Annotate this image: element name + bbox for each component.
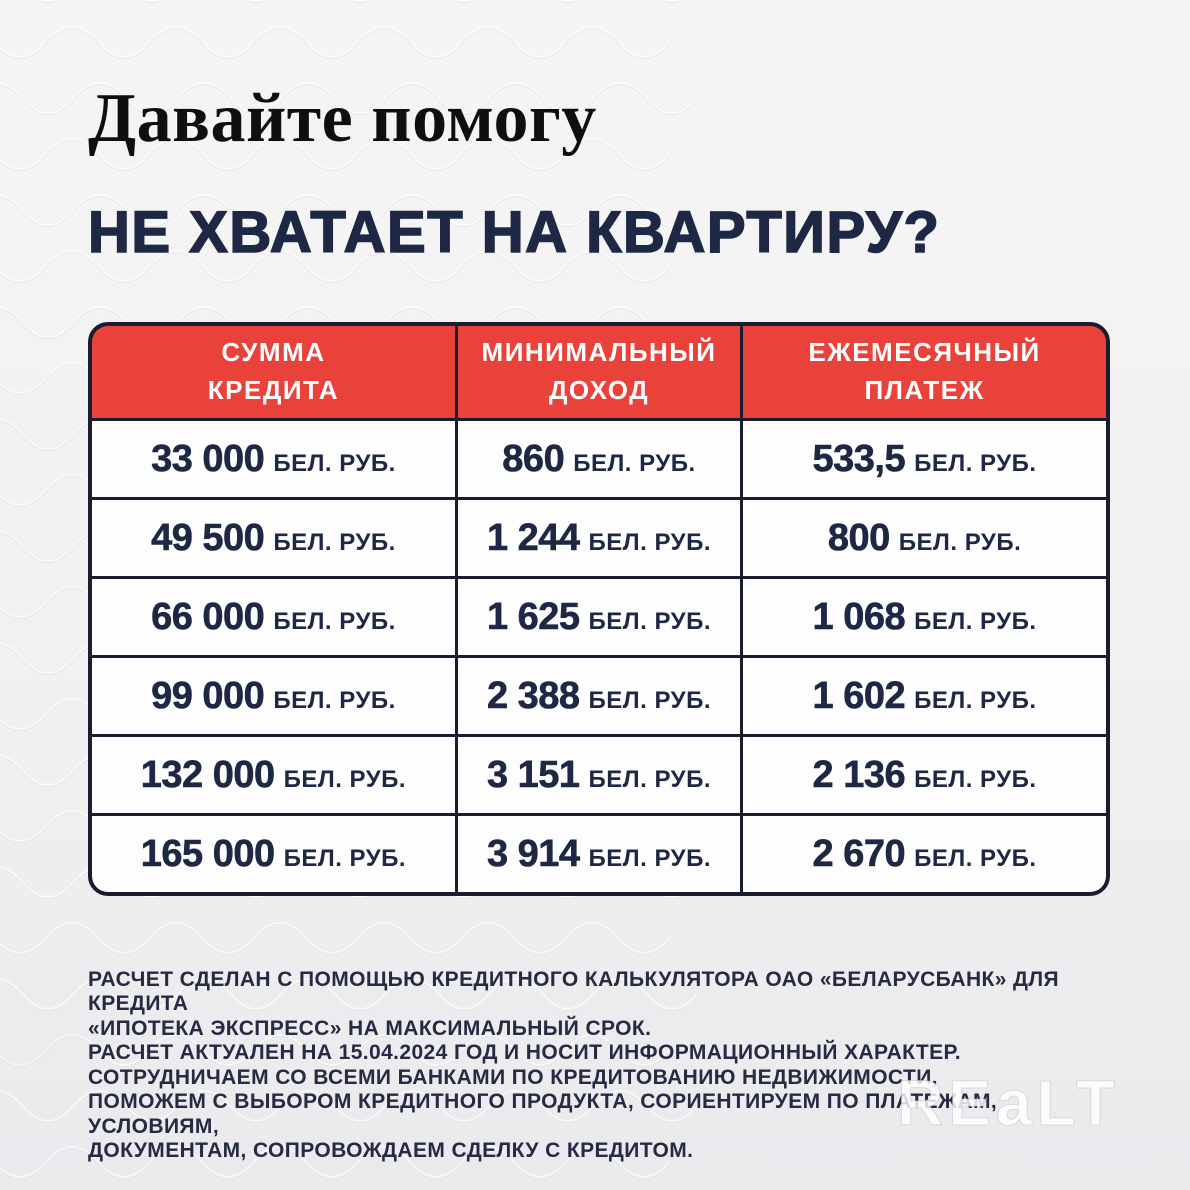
- table-cell-payment-row5: 2 136 БЕЛ. РУБ.: [743, 736, 1106, 813]
- income-value: 3 151: [486, 753, 581, 796]
- disclaimer-line: РАСЧЕТ АКТУАЛЕН НА 15.04.2024 ГОД И НОСИ…: [88, 1041, 962, 1064]
- table-cell-payment-row3: 1 068 БЕЛ. РУБ.: [743, 578, 1106, 655]
- table-cell-credit-row1: 33 000 БЕЛ. РУБ.: [92, 420, 455, 497]
- page-title: Давайте помогу: [88, 80, 597, 157]
- currency-unit-label: БЕЛ. РУБ.: [273, 449, 396, 477]
- table-cell-income-row6: 3 914 БЕЛ. РУБ.: [457, 815, 741, 892]
- income-value: 860: [502, 437, 565, 480]
- table-cell-income-row5: 3 151 БЕЛ. РУБ.: [457, 736, 741, 813]
- credit-amount-value: 165 000: [140, 832, 275, 875]
- column-header-credit-sum: СУММА КРЕДИТА: [92, 325, 455, 418]
- credit-amount-value: 132 000: [140, 753, 275, 796]
- income-value: 1 625: [486, 595, 581, 638]
- income-value: 3 914: [486, 832, 581, 875]
- credit-table: СУММА КРЕДИТА МИНИМАЛЬНЫЙ ДОХОД ЕЖЕМЕСЯЧ…: [88, 321, 1110, 896]
- currency-unit-label: БЕЛ. РУБ.: [588, 686, 712, 714]
- currency-unit-label: БЕЛ. РУБ.: [588, 844, 712, 872]
- column-header-min-income: МИНИМАЛЬНЫЙ ДОХОД: [457, 325, 741, 418]
- payment-value: 533,5: [812, 437, 906, 480]
- credit-amount-value: 49 500: [151, 516, 265, 559]
- income-value: 1 244: [486, 516, 581, 559]
- disclaimer-line: РАСЧЕТ СДЕЛАН С ПОМОЩЬЮ КРЕДИТНОГО КАЛЬК…: [88, 967, 1060, 1016]
- payment-value: 2 136: [812, 753, 906, 796]
- disclaimer-line: ПОМОЖЕМ С ВЫБОРОМ КРЕДИТНОГО ПРОДУКТА, С…: [88, 1090, 998, 1138]
- table-cell-credit-row5: 132 000 БЕЛ. РУБ.: [92, 736, 455, 813]
- currency-unit-label: БЕЛ. РУБ.: [914, 449, 1037, 477]
- table-cell-income-row4: 2 388 БЕЛ. РУБ.: [457, 657, 741, 734]
- currency-unit-label: БЕЛ. РУБ.: [588, 528, 712, 556]
- table-cell-payment-row4: 1 602 БЕЛ. РУБ.: [743, 657, 1106, 734]
- currency-unit-label: БЕЛ. РУБ.: [914, 607, 1037, 635]
- currency-unit-label: БЕЛ. РУБ.: [588, 607, 712, 635]
- currency-unit-label: БЕЛ. РУБ.: [588, 765, 712, 793]
- disclaimer-text: РАСЧЕТ СДЕЛАН С ПОМОЩЬЮ КРЕДИТНОГО КАЛЬК…: [88, 968, 1098, 1164]
- income-value: 2 388: [486, 674, 581, 717]
- credit-amount-value: 33 000: [151, 437, 265, 480]
- table-cell-credit-row4: 99 000 БЕЛ. РУБ.: [92, 657, 455, 734]
- currency-unit-label: БЕЛ. РУБ.: [283, 844, 407, 872]
- payment-value: 1 602: [812, 674, 906, 717]
- currency-unit-label: БЕЛ. РУБ.: [898, 528, 1022, 556]
- currency-unit-label: БЕЛ. РУБ.: [914, 844, 1037, 872]
- credit-amount-value: 66 000: [151, 595, 265, 638]
- currency-unit-label: БЕЛ. РУБ.: [283, 765, 407, 793]
- table-cell-credit-row6: 165 000 БЕЛ. РУБ.: [92, 815, 455, 892]
- table-cell-payment-row1: 533,5 БЕЛ. РУБ.: [743, 420, 1106, 497]
- payment-value: 800: [827, 516, 891, 559]
- currency-unit-label: БЕЛ. РУБ.: [914, 765, 1037, 793]
- table-cell-credit-row3: 66 000 БЕЛ. РУБ.: [92, 578, 455, 655]
- column-header-monthly-payment: ЕЖЕМЕСЯЧНЫЙ ПЛАТЕЖ: [743, 325, 1106, 418]
- currency-unit-label: БЕЛ. РУБ.: [273, 528, 396, 556]
- credit-amount-value: 99 000: [151, 674, 265, 717]
- currency-unit-label: БЕЛ. РУБ.: [273, 686, 396, 714]
- table-cell-income-row2: 1 244 БЕЛ. РУБ.: [457, 499, 741, 576]
- realt-logo-watermark: REaLT: [897, 1067, 1120, 1140]
- table-cell-income-row1: 860 БЕЛ. РУБ.: [457, 420, 741, 497]
- table-cell-payment-row2: 800 БЕЛ. РУБ.: [743, 499, 1106, 576]
- disclaimer-line: «ИПОТЕКА ЭКСПРЕСС» НА МАКСИМАЛЬНЫЙ СРОК.: [88, 1016, 652, 1040]
- page-subtitle: НЕ ХВАТАЕТ НА КВАРТИРУ?: [87, 199, 941, 265]
- payment-value: 1 068: [812, 595, 906, 638]
- disclaimer-line: СОТРУДНИЧАЕМ СО ВСЕМИ БАНКАМИ ПО КРЕДИТО…: [88, 1065, 938, 1089]
- currency-unit-label: БЕЛ. РУБ.: [273, 607, 396, 635]
- payment-value: 2 670: [812, 832, 906, 875]
- disclaimer-line: ДОКУМЕНТАМ, СОПРОВОЖДАЕМ СДЕЛКУ С КРЕДИТ…: [88, 1139, 694, 1162]
- currency-unit-label: БЕЛ. РУБ.: [573, 449, 696, 477]
- table-cell-income-row3: 1 625 БЕЛ. РУБ.: [457, 578, 741, 655]
- table-cell-credit-row2: 49 500 БЕЛ. РУБ.: [92, 499, 455, 576]
- currency-unit-label: БЕЛ. РУБ.: [914, 686, 1037, 714]
- table-cell-payment-row6: 2 670 БЕЛ. РУБ.: [743, 815, 1106, 892]
